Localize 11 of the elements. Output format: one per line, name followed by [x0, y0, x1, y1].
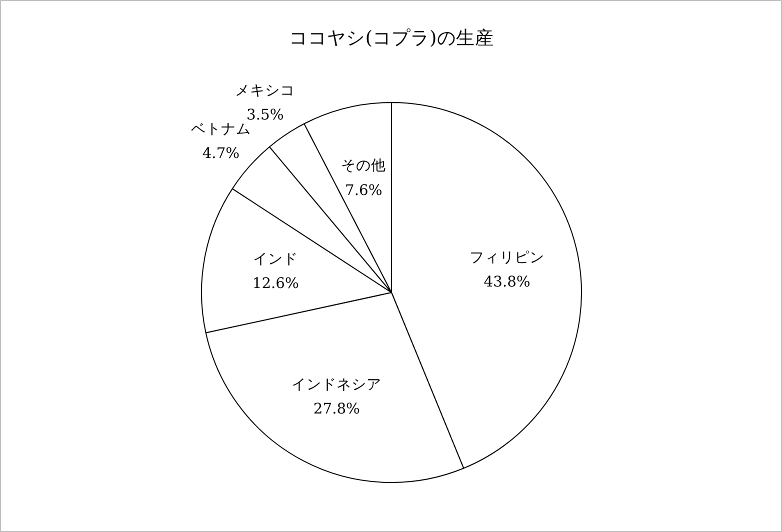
data-label: 7.6% — [345, 182, 382, 199]
slice-label: インド — [253, 250, 298, 268]
data-label: 43.8% — [484, 274, 530, 291]
slice-label: インドネシア — [292, 376, 382, 393]
chart-title: ココヤシ(コプラ)の生産 — [289, 27, 494, 49]
data-label: 27.8% — [313, 400, 360, 418]
slice-label: その他 — [341, 157, 386, 174]
data-label: 12.6% — [252, 275, 300, 292]
slice-label: メキシコ — [235, 82, 296, 99]
slice-label: フィリピン — [470, 248, 545, 266]
data-label: 4.7% — [202, 145, 240, 162]
